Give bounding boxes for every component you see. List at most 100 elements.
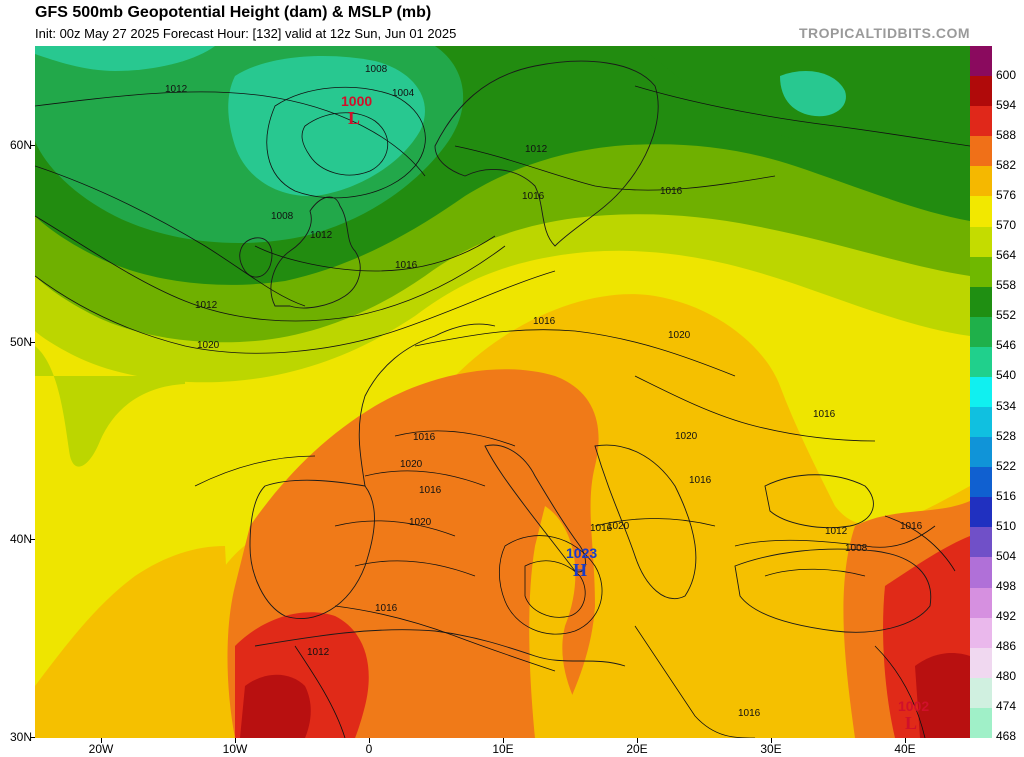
isobar-label: 1016: [375, 603, 398, 614]
lon-tick: [503, 738, 504, 743]
lat-tick: [30, 342, 35, 343]
colorbar-level-label: 498: [996, 579, 1017, 594]
isobar-label: 1008: [365, 64, 388, 75]
isobar: [334, 520, 456, 537]
colorbar-level-label: 534: [996, 398, 1017, 413]
lon-tick: [771, 738, 772, 743]
colorbar-level-label: 552: [996, 308, 1017, 323]
isobar-label: 1016: [590, 523, 613, 534]
isobar-label: 1004: [392, 88, 415, 99]
colorbar-level-label: 474: [996, 699, 1017, 714]
isobar-label: 1020: [675, 431, 698, 442]
colorbar-swatch: [970, 587, 992, 619]
lon-label-10e: 10E: [492, 742, 514, 756]
isobar: [35, 270, 556, 354]
colorbar-swatch: [970, 467, 992, 498]
colorbar-level-label: 504: [996, 548, 1017, 563]
height-field-svg: 1012 1008 1004 1008 1012 1016 1012 1012 1016 1016…: [35, 46, 970, 738]
isobar: [498, 535, 603, 635]
chart-title: GFS 500mb Geopotential Height (dam) & MS…: [35, 4, 432, 21]
coastline: [734, 548, 932, 633]
coastline: [239, 237, 273, 278]
colorbar-swatch: [970, 166, 992, 197]
height-bands: [35, 46, 970, 738]
isobar: [634, 375, 876, 442]
colorbar-level-label: 546: [996, 338, 1017, 353]
lat-label-30n: 30N: [9, 730, 32, 744]
lon-tick: [101, 738, 102, 743]
colorbar-swatch: [970, 136, 992, 167]
isobar: [414, 329, 736, 377]
isobar-label: 1016: [689, 475, 712, 486]
isobar-label: 1012: [825, 526, 848, 537]
isobar-label: 1008: [845, 543, 868, 554]
lon-tick: [637, 738, 638, 743]
isobar-label: 1016: [900, 521, 923, 532]
isobar: [364, 470, 486, 487]
brand-watermark: TROPICALTIDBITS.COM: [798, 25, 970, 41]
header-bar: GFS 500mb Geopotential Height (dam) & MS…: [0, 0, 1024, 46]
coastline: [764, 474, 874, 529]
isobar-label: 1020: [400, 459, 423, 470]
isobar: [266, 86, 426, 199]
isobar: [194, 455, 316, 487]
pressure-center-symbol: L: [905, 713, 917, 733]
isobar-label: 1012: [310, 230, 333, 241]
isobar: [35, 215, 506, 322]
isobars: [35, 85, 970, 738]
lat-tick: [30, 539, 35, 540]
colorbar-level-label: 576: [996, 187, 1017, 202]
colorbar-level-label: 522: [996, 458, 1017, 473]
colorbar-level-label: 528: [996, 428, 1017, 443]
isobar: [884, 515, 956, 572]
coastline: [270, 196, 361, 309]
isobar-label: 1008: [271, 211, 294, 222]
height-band: [529, 506, 595, 738]
isobar-label: 1012: [525, 144, 548, 155]
colorbar-swatch: [970, 346, 992, 378]
isobar-label: 1016: [395, 260, 418, 271]
isobar: [35, 165, 306, 307]
colorbar-swatch: [970, 497, 992, 528]
map-panel: 1012 1008 1004 1008 1012 1016 1012 1012 1016 1016…: [35, 46, 970, 738]
height-band: [35, 346, 185, 467]
isobar-label: 1020: [668, 330, 691, 341]
isobar: [634, 85, 970, 147]
lon-label-10w: 10W: [222, 742, 248, 756]
isobar: [354, 560, 476, 577]
colorbar-swatch: [970, 527, 992, 558]
coastline: [249, 479, 375, 619]
lon-label-30e: 30E: [760, 742, 782, 756]
colorbar-swatch: [970, 46, 992, 77]
isobar-label: 1012: [195, 300, 218, 311]
height-band: [35, 546, 235, 738]
colorbar-swatch: [970, 647, 992, 679]
isobar-label: 1016: [738, 708, 761, 719]
isobar-label: 1016: [533, 316, 556, 327]
colorbar-swatch: [970, 196, 992, 227]
colorbar-level-label: 516: [996, 488, 1017, 503]
isobar-label: 1016: [813, 409, 836, 420]
coastline: [254, 629, 626, 667]
isobar: [764, 568, 866, 577]
isobar-label: 1020: [197, 340, 220, 351]
colorbar-swatch: [970, 286, 992, 318]
lon-label-20w: 20W: [88, 742, 114, 756]
coastline: [594, 444, 697, 600]
height-band: [240, 674, 311, 738]
lat-label-60n: 60N: [9, 138, 32, 152]
colorbar-swatch: [970, 376, 992, 408]
isobar-label: 1020: [409, 517, 432, 528]
isobar: [634, 625, 756, 738]
colorbar-level-label: 510: [996, 518, 1017, 533]
isobar-label: 1016: [522, 191, 545, 202]
colorbar: [970, 46, 992, 739]
isobar: [35, 91, 426, 177]
colorbar-swatch: [970, 76, 992, 107]
isobar-label: 1016: [413, 432, 436, 443]
colorbar-swatch: [970, 407, 992, 438]
lon-label-40e: 40E: [894, 742, 916, 756]
colorbar-level-label: 594: [996, 97, 1017, 112]
isobar: [294, 645, 346, 738]
